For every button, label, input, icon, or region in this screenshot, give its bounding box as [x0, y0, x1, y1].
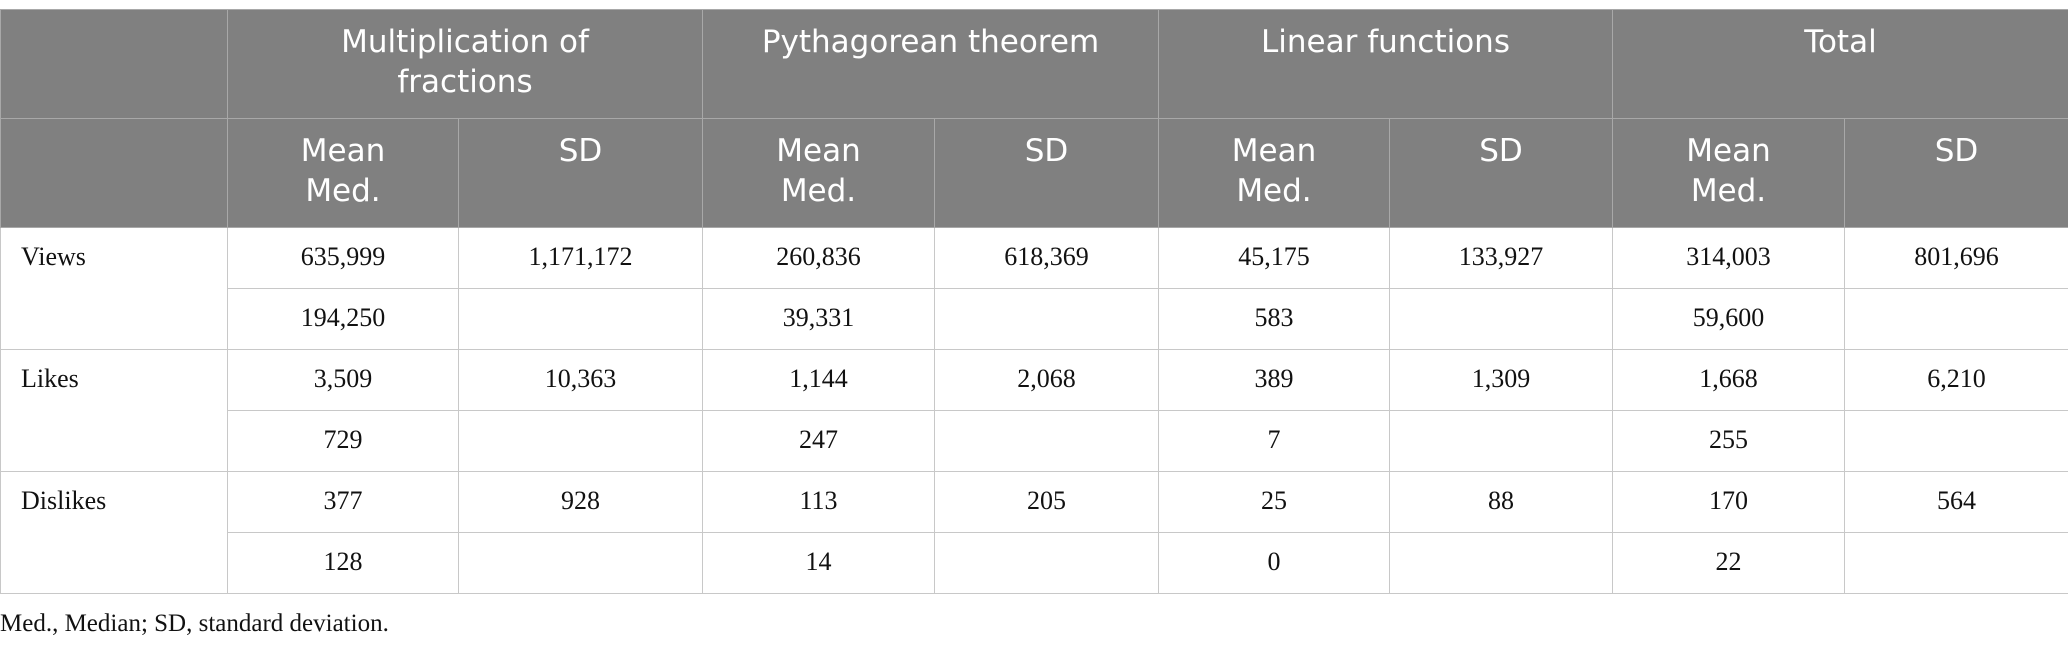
- sub-header: Mean Med.: [1158, 118, 1390, 228]
- sub-header-text: SD: [1479, 133, 1523, 169]
- empty-cell: [458, 532, 703, 594]
- sd-cell: 88: [1389, 471, 1613, 533]
- mean-cell: 113: [702, 471, 935, 533]
- sub-header-text: SD: [558, 133, 603, 169]
- group-header-text: Linear functions: [1261, 24, 1510, 60]
- row-label: Likes: [0, 349, 228, 472]
- median-cell: 14: [702, 532, 935, 594]
- mean-cell: 45,175: [1158, 227, 1390, 289]
- row-label: Views: [0, 227, 228, 350]
- empty-cell: [1389, 410, 1613, 472]
- sub-header-text: Mean Med.: [776, 133, 861, 209]
- empty-cell: [1389, 288, 1613, 350]
- median-cell: 194,250: [227, 288, 459, 350]
- empty-cell: [934, 532, 1159, 594]
- sd-cell: 2,068: [934, 349, 1159, 411]
- mean-row: Likes 3,509 10,363 1,144 2,068 389 1,309 1,668 6…: [0, 349, 2068, 472]
- empty-cell: [1844, 532, 2068, 594]
- group-header: Total: [1612, 9, 2068, 119]
- median-cell: 128: [227, 532, 459, 594]
- median-cell: 7: [1158, 410, 1390, 472]
- group-header: Pythagorean theorem: [702, 9, 1159, 119]
- group-header-text: Pythagorean theorem: [761, 24, 1100, 60]
- sub-header: SD: [934, 118, 1159, 228]
- sd-cell: 205: [934, 471, 1159, 533]
- group-header-text: Total: [1804, 24, 1877, 60]
- sub-header-text: Mean Med.: [300, 133, 386, 209]
- median-cell: 255: [1612, 410, 1845, 472]
- footnote: Med., Median; SD, standard deviation.: [0, 610, 389, 637]
- mean-cell: 170: [1612, 471, 1845, 533]
- empty-cell: [1844, 410, 2068, 472]
- corner-cell: [0, 9, 228, 119]
- sd-cell: 1,309: [1389, 349, 1613, 411]
- mean-cell: 25: [1158, 471, 1390, 533]
- group-header-text: Multiplication of fractions: [341, 24, 589, 100]
- row-label: Dislikes: [0, 471, 228, 594]
- median-row: 729 247 7 255: [1, 410, 2068, 472]
- sub-header-text: Mean Med.: [1686, 133, 1771, 209]
- median-cell: 729: [227, 410, 459, 472]
- median-cell: 39,331: [702, 288, 935, 350]
- sd-cell: 6,210: [1844, 349, 2068, 411]
- mean-cell: 1,144: [702, 349, 935, 411]
- mean-cell: 1,668: [1612, 349, 1845, 411]
- sub-header: SD: [1389, 118, 1613, 228]
- mean-cell: 260,836: [702, 227, 935, 289]
- median-cell: 247: [702, 410, 935, 472]
- sub-header: Mean Med.: [227, 118, 459, 228]
- median-row: 194,250 39,331 583 59,600: [1, 288, 2068, 350]
- empty-cell: [1389, 532, 1613, 594]
- mean-cell: 635,999: [227, 227, 459, 289]
- sub-header: Mean Med.: [1612, 118, 1845, 228]
- group-header: Multiplication of fractions: [227, 9, 703, 119]
- group-header: Linear functions: [1158, 9, 1613, 119]
- mean-row: Views 635,999 1,171,172 260,836 618,369 45,17…: [0, 227, 2068, 350]
- sd-cell: 801,696: [1844, 227, 2068, 289]
- sub-header-text: Mean Med.: [1231, 133, 1317, 209]
- sub-header-text: SD: [1934, 133, 1979, 169]
- empty-cell: [934, 410, 1159, 472]
- mean-row: Dislikes 377 928 113 205 25 88 170 564: [0, 471, 2068, 594]
- sub-header: Mean Med.: [702, 118, 935, 228]
- median-row: 128 14 0 22: [1, 532, 2068, 594]
- sub-header: SD: [458, 118, 703, 228]
- sd-cell: 1,171,172: [458, 227, 703, 289]
- mean-cell: 314,003: [1612, 227, 1845, 289]
- data-table: Multiplication of fractions Pythagorean t…: [0, 9, 2068, 594]
- median-cell: 22: [1612, 532, 1845, 594]
- sub-header: SD: [1844, 118, 2068, 228]
- mean-cell: 389: [1158, 349, 1390, 411]
- sub-header-text: SD: [1024, 133, 1069, 169]
- empty-cell: [458, 410, 703, 472]
- empty-cell: [458, 288, 703, 350]
- sd-cell: 618,369: [934, 227, 1159, 289]
- median-cell: 0: [1158, 532, 1390, 594]
- empty-cell: [1844, 288, 2068, 350]
- sd-cell: 564: [1844, 471, 2068, 533]
- sd-cell: 133,927: [1389, 227, 1613, 289]
- corner-cell: [0, 118, 228, 228]
- mean-cell: 377: [227, 471, 459, 533]
- median-cell: 59,600: [1612, 288, 1845, 350]
- empty-cell: [934, 288, 1159, 350]
- sd-cell: 10,363: [458, 349, 703, 411]
- sd-cell: 928: [458, 471, 703, 533]
- median-cell: 583: [1158, 288, 1390, 350]
- mean-cell: 3,509: [227, 349, 459, 411]
